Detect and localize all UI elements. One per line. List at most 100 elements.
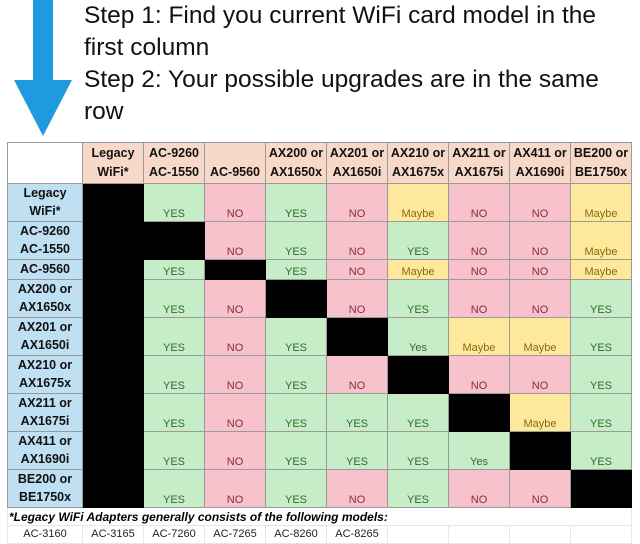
status-cell: YES	[326, 431, 388, 470]
column-header: AC-9260 AC-1550	[143, 142, 205, 184]
status-cell: Yes	[448, 431, 510, 470]
status-cell: NO	[509, 469, 571, 508]
status-cell: NO	[509, 355, 571, 394]
empty-cell	[570, 525, 632, 544]
status-cell: NO	[204, 317, 266, 356]
status-cell: YES	[143, 355, 205, 394]
column-header: BE200 or BE1750x	[570, 142, 632, 184]
table-row: AC-9260 AC-1550 NO YES NO YES NO NO Maybe	[7, 221, 632, 260]
status-cell: YES	[265, 355, 327, 394]
row-header: AX411 or AX1690i	[7, 431, 83, 470]
table-row: Legacy WiFi* YES NO YES NO Maybe NO NO Maybe	[7, 183, 632, 222]
status-cell: NO	[448, 259, 510, 280]
na-cell	[326, 317, 388, 356]
na-cell	[570, 469, 632, 508]
status-cell: YES	[265, 431, 327, 470]
status-cell: NO	[448, 279, 510, 318]
status-cell: YES	[265, 469, 327, 508]
status-cell: YES	[265, 183, 327, 222]
na-cell	[448, 393, 510, 432]
table-row: AX411 or AX1690i YES NO YES YES YES Yes YES	[7, 431, 632, 470]
table-row: BE200 or BE1750x YES NO YES NO YES NO NO	[7, 469, 632, 508]
status-cell: YES	[387, 393, 449, 432]
column-header: AX411 or AX1690i	[509, 142, 571, 184]
column-header: AC-9560	[204, 142, 266, 184]
legacy-model: AC-8265	[326, 525, 388, 544]
status-cell: YES	[265, 221, 327, 260]
status-cell: NO	[204, 279, 266, 318]
status-cell: NO	[448, 469, 510, 508]
na-cell	[82, 279, 144, 318]
status-cell: NO	[326, 279, 388, 318]
status-cell: NO	[509, 221, 571, 260]
status-cell: YES	[143, 431, 205, 470]
status-cell: YES	[143, 317, 205, 356]
instruction-line: first column	[84, 34, 210, 61]
status-cell: YES	[143, 183, 205, 222]
status-cell: YES	[387, 221, 449, 260]
status-cell: Yes	[387, 317, 449, 356]
na-cell	[82, 393, 144, 432]
row-header: AX200 or AX1650x	[7, 279, 83, 318]
status-cell: YES	[570, 355, 632, 394]
row-header: AC-9560	[7, 259, 83, 280]
column-header: Legacy WiFi*	[82, 142, 144, 184]
status-cell: Maybe	[387, 259, 449, 280]
column-header: AX211 or AX1675i	[448, 142, 510, 184]
row-header: AX210 or AX1675x	[7, 355, 83, 394]
status-cell: Maybe	[570, 183, 632, 222]
instructions: Step 1: Find you current WiFi card model…	[84, 0, 599, 128]
na-cell	[82, 469, 144, 508]
compatibility-table: Legacy WiFi* AC-9260 AC-1550 AC-9560 AX200 or…	[7, 142, 632, 544]
row-header: Legacy WiFi*	[7, 183, 83, 222]
status-cell: YES	[265, 393, 327, 432]
status-cell: NO	[509, 279, 571, 318]
legacy-model: AC-3165	[82, 525, 144, 544]
status-cell: NO	[509, 259, 571, 280]
status-cell: NO	[204, 221, 266, 260]
status-cell: YES	[570, 279, 632, 318]
na-cell	[82, 317, 144, 356]
status-cell: NO	[204, 469, 266, 508]
na-cell	[82, 355, 144, 394]
status-cell: NO	[448, 221, 510, 260]
status-cell: NO	[326, 183, 388, 222]
column-header: AX201 or AX1650i	[326, 142, 388, 184]
status-cell: Maybe	[509, 393, 571, 432]
status-cell: NO	[326, 259, 388, 280]
status-cell: Maybe	[448, 317, 510, 356]
status-cell: NO	[326, 355, 388, 394]
corner-cell	[7, 142, 83, 184]
na-cell	[82, 221, 144, 260]
footnote: *Legacy WiFi Adapters generally consists…	[7, 507, 632, 526]
status-cell: YES	[387, 469, 449, 508]
status-cell: Maybe	[509, 317, 571, 356]
down-arrow-icon	[14, 0, 72, 136]
table-row: AX210 or AX1675x YES NO YES NO NO NO YES	[7, 355, 632, 394]
status-cell: NO	[204, 431, 266, 470]
status-cell: YES	[143, 469, 205, 508]
na-cell	[509, 431, 571, 470]
instruction-line: row	[84, 98, 124, 125]
na-cell	[143, 221, 205, 260]
status-cell: YES	[570, 393, 632, 432]
legacy-model: AC-8260	[265, 525, 327, 544]
column-header: AX200 or AX1650x	[265, 142, 327, 184]
table-row: AX211 or AX1675i YES NO YES YES YES Maybe YES	[7, 393, 632, 432]
row-header: BE200 or BE1750x	[7, 469, 83, 508]
row-header: AX201 or AX1650i	[7, 317, 83, 356]
status-cell: NO	[204, 393, 266, 432]
status-cell: YES	[570, 317, 632, 356]
empty-cell	[448, 525, 510, 544]
status-cell: YES	[143, 259, 205, 280]
empty-cell	[509, 525, 571, 544]
status-cell: NO	[326, 469, 388, 508]
instruction-line: Step 1: Find you current WiFi card model…	[84, 2, 596, 29]
status-cell: YES	[326, 393, 388, 432]
footnote-row: *Legacy WiFi Adapters generally consists…	[7, 507, 632, 526]
table-row: AX201 or AX1650i YES NO YES Yes Maybe Maybe YES	[7, 317, 632, 356]
status-cell: YES	[265, 317, 327, 356]
status-cell: Maybe	[387, 183, 449, 222]
column-header: AX210 or AX1675x	[387, 142, 449, 184]
status-cell: YES	[387, 279, 449, 318]
